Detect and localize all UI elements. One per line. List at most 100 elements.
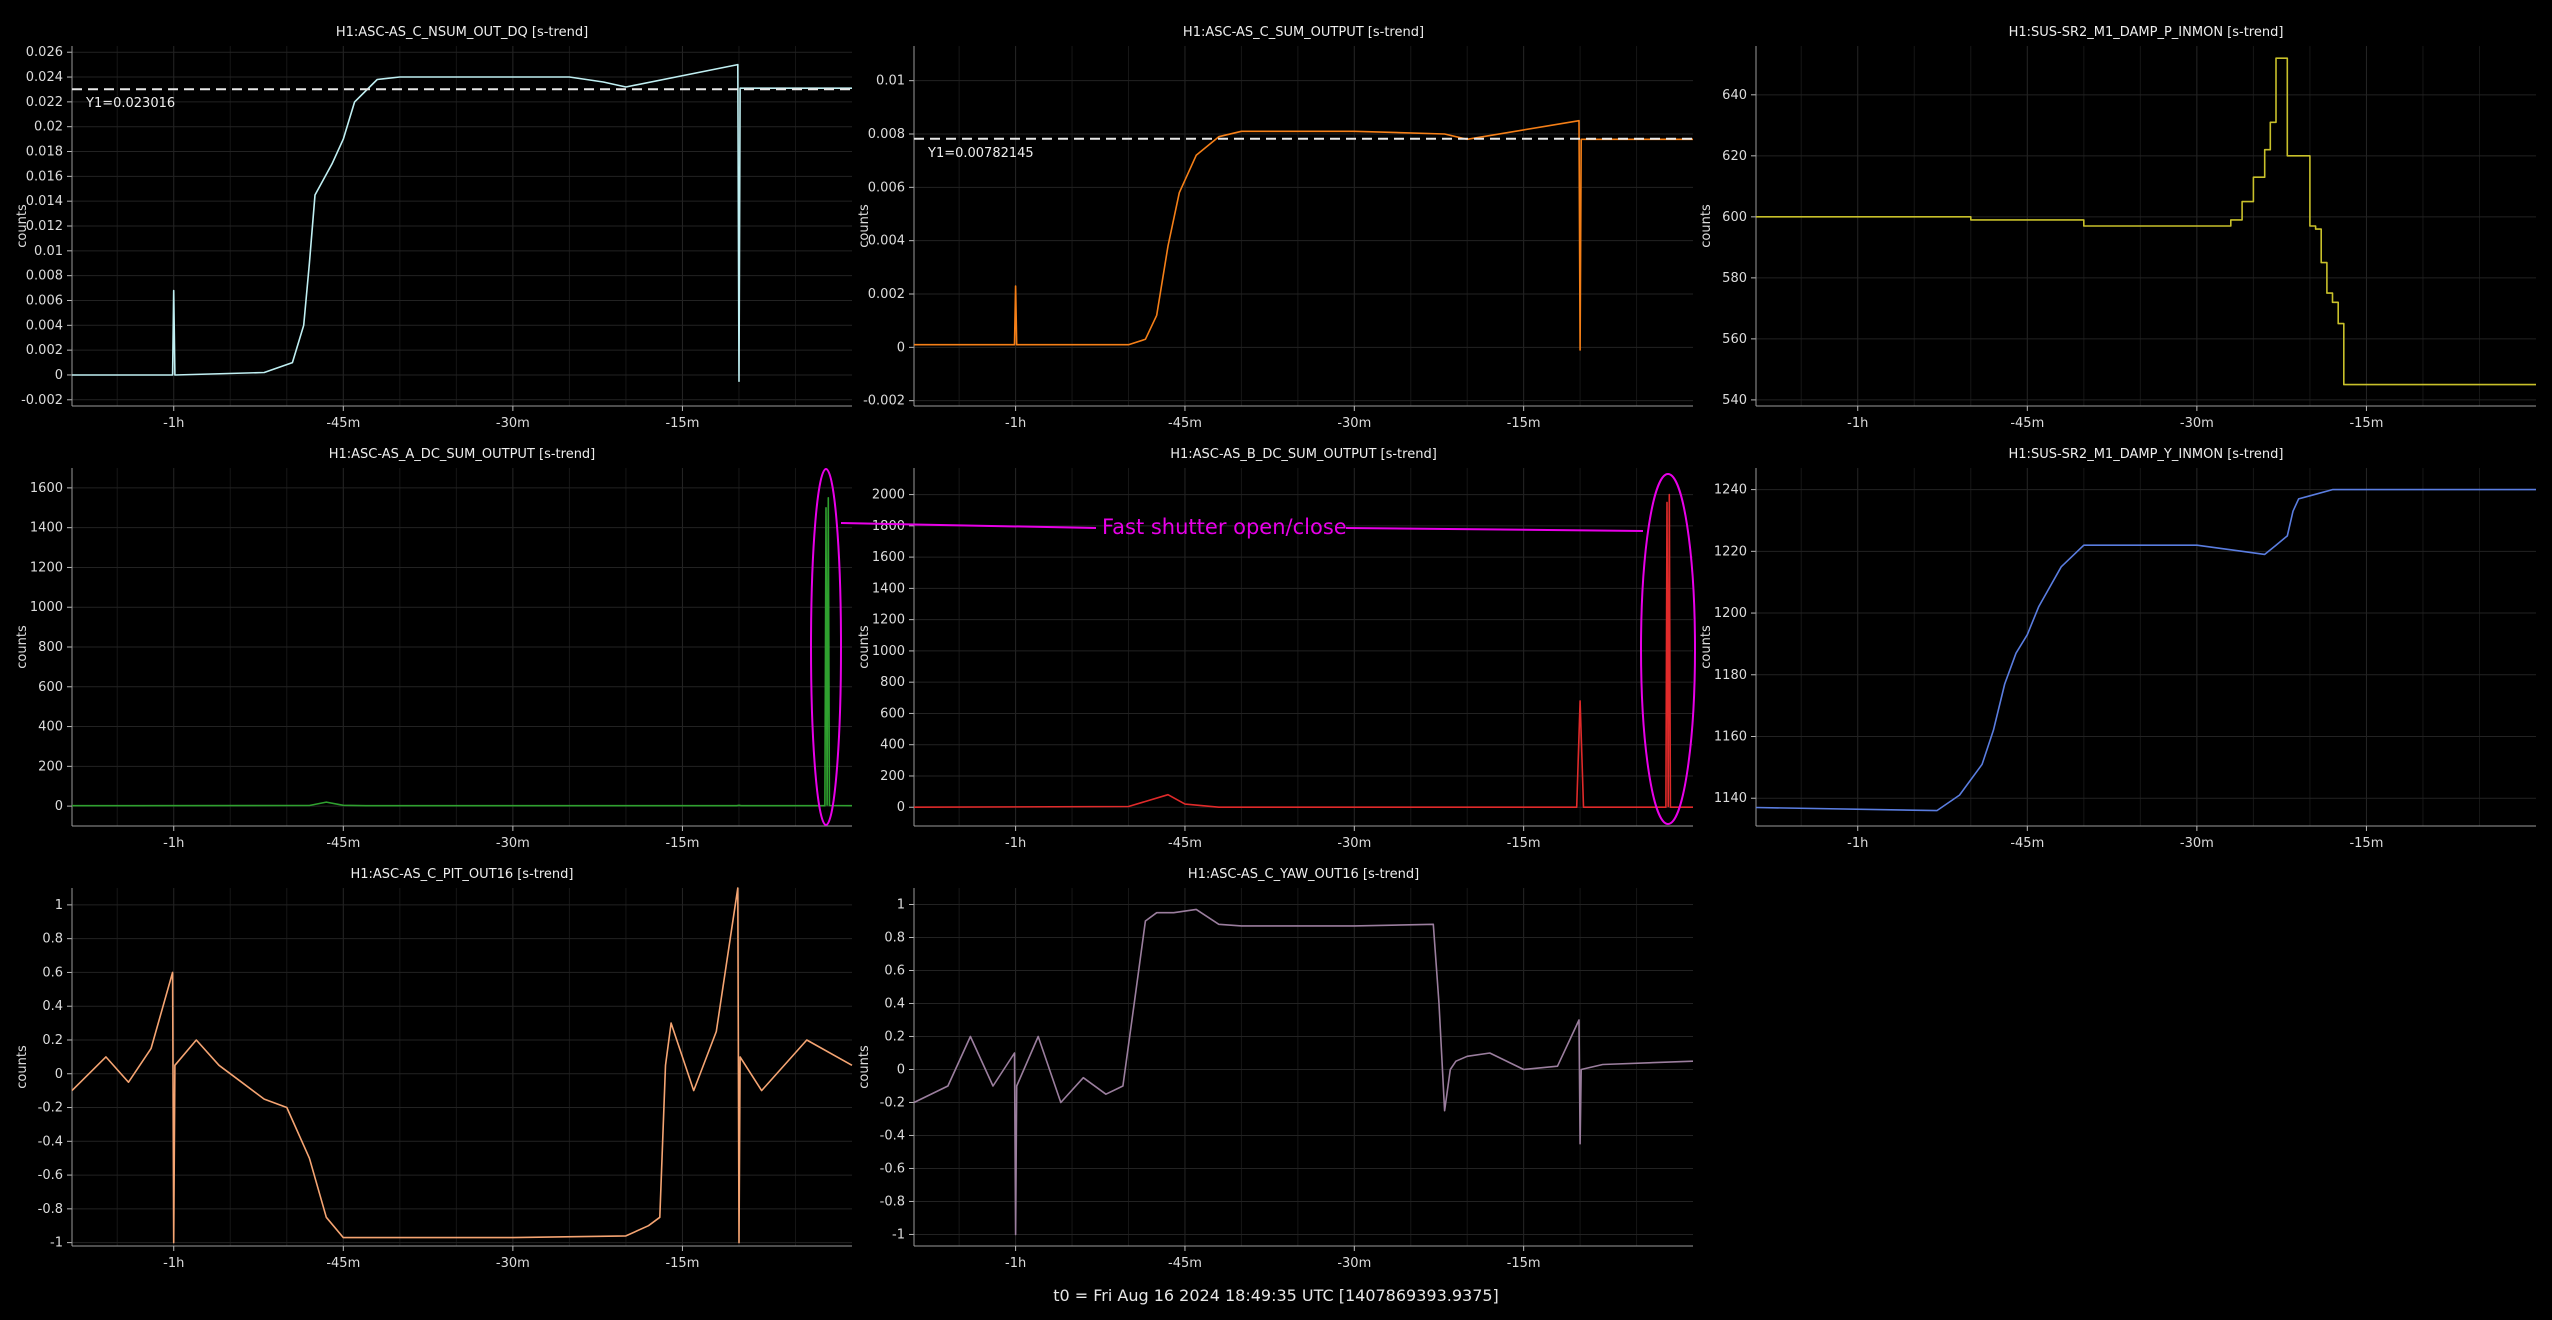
x-tick-label: -45m — [326, 836, 360, 851]
series-line — [913, 908, 1694, 1236]
y-tick-label: 1 — [55, 898, 63, 913]
y-tick-label: 1000 — [872, 644, 905, 659]
x-tick-label: -15m — [2349, 836, 2383, 851]
chart-panel-1: -0.002 0 0.002 0.004 0.006 0.008 0.01 0.012 0.01… — [15, 25, 852, 431]
chart-title: H1:SUS-SR2_M1_DAMP_P_INMON [s-trend] — [2009, 25, 2284, 40]
y-tick-label: -1 — [892, 1227, 905, 1242]
series-line — [72, 63, 852, 383]
x-tick-label: -45m — [1168, 1256, 1202, 1271]
y-axis-label: counts — [1699, 625, 1714, 669]
x-tick-label: -15m — [665, 836, 699, 851]
x-tick-label: -15m — [1507, 836, 1541, 851]
chart-panel-2: -0.002 0 0.002 0.004 0.006 0.008 0.01 -1h -45m -3… — [857, 25, 1693, 431]
y-tick-label: 0.022 — [26, 95, 63, 110]
x-tick-label: -1h — [163, 1256, 184, 1271]
chart-panel-6: 1140 1160 1180 1200 1220 1240 -1h -45m -30m -15m H… — [1699, 447, 2536, 851]
x-tick-label: -15m — [665, 1256, 699, 1271]
y-axis-label: counts — [15, 204, 30, 248]
y-tick-label: 200 — [38, 759, 63, 774]
y-tick-label: -0.4 — [880, 1128, 905, 1143]
y-axis-label: counts — [15, 625, 30, 669]
chart-panel-8: -1 -0.8 -0.6 -0.4 -0.2 0 0.2 0.4 0.6 0.8 1 -1h -45m -… — [857, 867, 1694, 1271]
y-tick-label: 620 — [1722, 149, 1747, 164]
y-tick-label: 0.008 — [868, 127, 905, 142]
y-axis-label: counts — [857, 204, 872, 248]
y-tick-label: 1 — [897, 897, 905, 912]
y-axis-label: counts — [15, 1045, 30, 1089]
x-tick-label: -45m — [2010, 836, 2044, 851]
y-tick-label: -0.2 — [38, 1101, 63, 1116]
x-tick-label: -15m — [1507, 1256, 1541, 1271]
y-tick-label: 0.002 — [868, 287, 905, 302]
y-tick-label: -0.6 — [880, 1161, 905, 1176]
y-tick-label: 0 — [55, 1067, 63, 1082]
y-tick-label: -0.8 — [880, 1194, 905, 1209]
y-tick-label: 1160 — [1714, 730, 1747, 745]
y-tick-label: -0.002 — [863, 394, 905, 409]
y-tick-label: 0.2 — [884, 1029, 905, 1044]
series-line — [71, 887, 853, 1244]
x-tick-label: -45m — [1168, 416, 1202, 431]
y-axis-label: counts — [857, 1045, 872, 1089]
y-axis-label: counts — [1699, 204, 1714, 248]
x-tick-label: -1h — [1005, 1256, 1026, 1271]
y-tick-label: 400 — [38, 720, 63, 735]
y-tick-label: 1000 — [30, 600, 63, 615]
y-tick-label: 1400 — [30, 521, 63, 536]
y-tick-label: 580 — [1722, 271, 1747, 286]
x-tick-label: -30m — [2180, 836, 2214, 851]
y-tick-label: 0.4 — [884, 996, 905, 1011]
y-tick-label: 560 — [1722, 332, 1747, 347]
y-tick-label: 0.02 — [34, 120, 63, 135]
y-tick-label: 0.6 — [42, 965, 63, 980]
y-tick-label: 540 — [1722, 393, 1747, 408]
x-tick-label: -45m — [326, 1256, 360, 1271]
y-tick-label: 640 — [1722, 88, 1747, 103]
x-tick-label: -1h — [163, 416, 184, 431]
y-tick-label: 1200 — [1714, 606, 1747, 621]
y-tick-label: -0.002 — [21, 393, 63, 408]
annotation-connector-right — [1345, 527, 1644, 532]
series-line — [1756, 57, 2536, 386]
chart-title: H1:ASC-AS_C_SUM_OUTPUT [s-trend] — [1183, 25, 1424, 40]
y-tick-label: 1600 — [30, 481, 63, 496]
y-tick-label: 1240 — [1714, 483, 1747, 498]
y-tick-label: 0.004 — [26, 318, 63, 333]
annotation-ellipse-right — [1640, 473, 1696, 825]
y-tick-label: -0.6 — [38, 1168, 63, 1183]
y-tick-label: 1400 — [872, 581, 905, 596]
y-tick-label: 600 — [38, 680, 63, 695]
y-tick-label: 0.006 — [868, 180, 905, 195]
reference-line-label: Y1=0.00782145 — [927, 146, 1034, 161]
y-tick-label: 1140 — [1714, 791, 1747, 806]
chart-title: H1:ASC-AS_B_DC_SUM_OUTPUT [s-trend] — [1170, 447, 1437, 462]
y-tick-label: -0.8 — [38, 1202, 63, 1217]
chart-panel-5: 0 200 400 600 800 1000 1200 1400 1600 1800 2000 -1h… — [857, 447, 1693, 851]
y-axis-label: counts — [857, 625, 872, 669]
chart-title: H1:ASC-AS_C_YAW_OUT16 [s-trend] — [1188, 867, 1419, 882]
y-tick-label: 400 — [880, 738, 905, 753]
series-line — [914, 119, 1693, 351]
chart-title: H1:ASC-AS_C_NSUM_OUT_DQ [s-trend] — [336, 25, 588, 40]
y-tick-label: 0.008 — [26, 269, 63, 284]
y-tick-label: 600 — [1722, 210, 1747, 225]
y-tick-label: 0.004 — [868, 234, 905, 249]
series-line — [1755, 488, 2536, 812]
y-tick-label: -0.4 — [38, 1134, 63, 1149]
y-tick-label: 0 — [55, 799, 63, 814]
x-tick-label: -30m — [1337, 836, 1371, 851]
y-tick-label: 600 — [880, 706, 905, 721]
y-tick-label: 200 — [880, 769, 905, 784]
y-tick-label: 0 — [897, 800, 905, 815]
y-tick-label: 2000 — [872, 488, 905, 503]
y-tick-label: 1200 — [30, 560, 63, 575]
x-tick-label: -15m — [1507, 416, 1541, 431]
fast-shutter-annotation: Fast shutter open/close — [1102, 515, 1347, 539]
chart-title: H1:ASC-AS_A_DC_SUM_OUTPUT [s-trend] — [329, 447, 596, 462]
x-tick-label: -1h — [1005, 416, 1026, 431]
x-tick-label: -15m — [665, 416, 699, 431]
x-tick-label: -15m — [2349, 416, 2383, 431]
x-tick-label: -30m — [1337, 416, 1371, 431]
y-tick-label: 0 — [55, 368, 63, 383]
